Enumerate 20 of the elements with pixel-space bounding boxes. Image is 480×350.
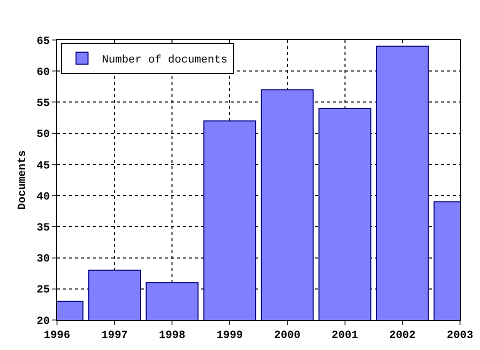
y-axis-title: Documents: [17, 150, 29, 210]
x-tick-label: 2001: [332, 330, 358, 342]
x-tick-label: 2003: [446, 330, 474, 342]
legend-label: Number of documents: [102, 54, 228, 67]
y-tick-label: 30: [36, 254, 50, 266]
y-tick-label: 35: [36, 222, 50, 235]
x-tick-label: 1999: [216, 330, 243, 342]
x-tick-label: 1996: [44, 330, 70, 342]
y-tick-label: 65: [36, 36, 50, 48]
y-tick-label: 25: [36, 284, 50, 297]
x-tick-label: 1997: [101, 330, 128, 342]
y-tick-label: 60: [36, 66, 50, 79]
x-tick-label: 2000: [274, 330, 300, 342]
x-tick-label: 1998: [158, 330, 186, 342]
y-tick-label: 40: [36, 191, 50, 204]
x-tick-label: 2002: [389, 330, 416, 342]
y-tick-label: 20: [36, 316, 50, 328]
y-tick-label: 55: [36, 98, 50, 110]
y-tick-label: 45: [36, 160, 50, 172]
y-tick-label: 50: [36, 129, 50, 142]
